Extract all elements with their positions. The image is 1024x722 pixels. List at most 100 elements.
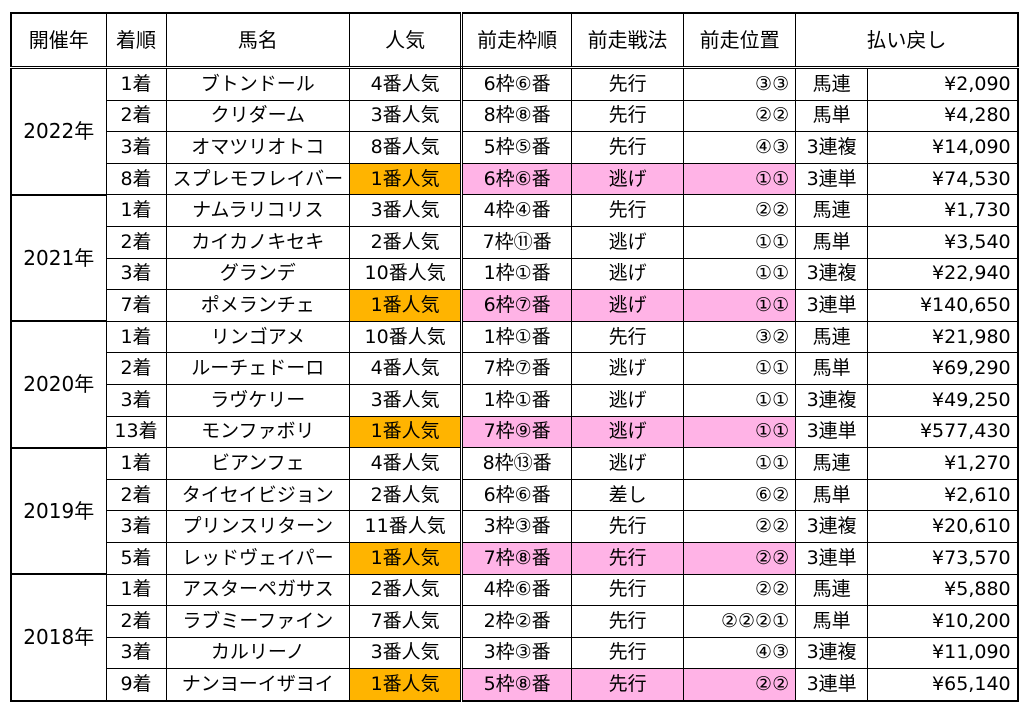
header-prev-tactic: 前走戦法 [571,12,685,69]
prev-position-cell: ③② [683,320,797,354]
popularity-cell: 1番人気 [349,541,464,575]
year-cell: 2018年 [10,573,107,702]
payout-cell: ¥20,610 [867,510,1019,543]
table-row: 5着 レッドヴェイパー 1番人気 7枠⑧番 先行 ②② 3連単 ¥73,570 [11,541,1019,575]
prev-gate-cell: 5枠⑤番 [461,131,573,164]
header-prev-gate: 前走枠順 [461,12,573,69]
horse-name-cell: レッドヴェイパー [165,541,351,575]
bet-type-cell: 3連複 [795,510,869,543]
payout-cell: ¥2,090 [867,67,1019,101]
bet-type-cell: 3連複 [795,131,869,164]
prev-position-cell: ④③ [683,636,797,670]
bet-type-cell: 馬連 [795,447,869,480]
prev-position-cell: ②② [683,99,797,133]
year-cell: 2019年 [10,447,107,576]
popularity-cell: 1番人気 [349,289,464,322]
rank-cell: 9着 [105,668,167,702]
header-row: 開催年 着順 馬名 人気 前走枠順 前走戦法 前走位置 払い戻し [10,12,1019,69]
bet-type-cell: 3連単 [795,415,869,449]
horse-name-cell: グランデ [165,257,351,291]
prev-tactic-cell: 先行 [571,541,685,575]
rank-cell: 1着 [105,573,167,607]
prev-position-cell: ③③ [683,67,797,101]
payout-cell: ¥5,880 [867,573,1019,607]
rank-cell: 1着 [105,67,167,101]
payout-cell: ¥1,270 [867,447,1019,480]
payout-cell: ¥74,530 [867,162,1019,196]
payout-cell: ¥22,940 [867,257,1019,291]
payout-cell: ¥14,090 [867,131,1019,164]
popularity-cell: 2番人気 [349,225,464,259]
prev-position-cell: ②② [683,510,797,543]
prev-tactic-cell: 先行 [571,605,685,638]
bet-type-cell: 3連単 [795,162,869,196]
table-row: 2着 ルーチェドーロ 4番人気 7枠⑦番 逃げ ①① 馬単 ¥69,290 [11,352,1019,385]
popularity-cell: 7番人気 [349,605,464,638]
prev-position-cell: ①① [683,415,797,449]
prev-tactic-cell: 逃げ [571,257,685,291]
popularity-cell: 10番人気 [349,257,464,291]
horse-name-cell: リンゴアメ [165,320,351,354]
prev-gate-cell: 8枠⑧番 [461,99,573,133]
prev-gate-cell: 3枠③番 [461,636,573,670]
prev-gate-cell: 1枠①番 [461,257,573,291]
horse-name-cell: ラヴケリー [165,383,351,417]
rank-cell: 2着 [105,352,167,385]
horse-name-cell: カルリーノ [165,636,351,670]
popularity-cell: 2番人気 [349,573,464,607]
prev-gate-cell: 8枠⑬番 [461,447,573,480]
table-row: 2019年 1着 ビアンフェ 4番人気 8枠⑬番 逃げ ①① 馬連 ¥1,270 [10,447,1019,576]
horse-name-cell: スプレモフレイバー [165,162,351,196]
payout-cell: ¥1,730 [867,194,1019,227]
table-row: 2021年 1着 ナムラリコリス 3番人気 4枠④番 先行 ②② 馬連 ¥1,730 [10,194,1019,323]
prev-tactic-cell: 先行 [571,131,685,164]
bet-type-cell: 馬単 [795,225,869,259]
payout-cell: ¥11,090 [867,636,1019,670]
header-payout: 払い戻し [795,12,1019,69]
rank-cell: 3着 [105,383,167,417]
horse-name-cell: プリンスリターン [165,510,351,543]
prev-gate-cell: 6枠⑥番 [461,67,573,101]
bet-type-cell: 3連複 [795,636,869,670]
rank-cell: 2着 [105,605,167,638]
payout-cell: ¥4,280 [867,99,1019,133]
payout-cell: ¥65,140 [867,668,1019,702]
prev-gate-cell: 7枠⑨番 [461,415,573,449]
bet-type-cell: 3連単 [795,541,869,575]
popularity-cell: 1番人気 [349,415,464,449]
table-row: 2022年 1着 ブトンドール 4番人気 6枠⑥番 先行 ③③ 馬連 ¥2,090 [10,66,1019,196]
prev-tactic-cell: 差し [571,478,685,512]
horse-name-cell: アスターペガサス [165,573,351,607]
bet-type-cell: 馬連 [795,320,869,354]
prev-gate-cell: 6枠⑦番 [461,289,573,322]
rank-cell: 1着 [105,194,167,227]
payout-cell: ¥10,200 [867,605,1019,638]
prev-tactic-cell: 逃げ [571,383,685,417]
popularity-cell: 11番人気 [349,510,464,543]
popularity-cell: 4番人気 [349,67,464,101]
table-row: 7着 ポメランチェ 1番人気 6枠⑦番 逃げ ①① 3連単 ¥140,650 [11,289,1019,322]
year-cell: 2021年 [10,194,107,323]
rank-cell: 13着 [105,415,167,449]
rank-cell: 3着 [105,257,167,291]
prev-tactic-cell: 逃げ [571,415,685,449]
prev-gate-cell: 2枠②番 [461,605,573,638]
table-row: 3着 オマツリオトコ 8番人気 5枠⑤番 先行 ④③ 3連複 ¥14,090 [11,131,1019,164]
table-row: 2着 タイセイビジョン 2番人気 6枠⑥番 差し ⑥② 馬単 ¥2,610 [11,478,1019,512]
bet-type-cell: 馬連 [795,573,869,607]
payout-cell: ¥577,430 [867,415,1019,449]
bet-type-cell: 馬連 [795,194,869,227]
popularity-cell: 10番人気 [349,320,464,354]
rank-cell: 7着 [105,289,167,322]
horse-name-cell: ビアンフェ [165,447,351,480]
prev-position-cell: ②② [683,194,797,227]
rank-cell: 3着 [105,636,167,670]
payout-cell: ¥69,290 [867,352,1019,385]
horse-name-cell: タイセイビジョン [165,478,351,512]
rank-cell: 2着 [105,99,167,133]
horse-name-cell: オマツリオトコ [165,131,351,164]
header-prev-position: 前走位置 [683,12,797,69]
rank-cell: 5着 [105,541,167,575]
header-horse: 馬名 [165,12,351,69]
table-row: 3着 プリンスリターン 11番人気 3枠③番 先行 ②② 3連複 ¥20,610 [11,510,1019,543]
